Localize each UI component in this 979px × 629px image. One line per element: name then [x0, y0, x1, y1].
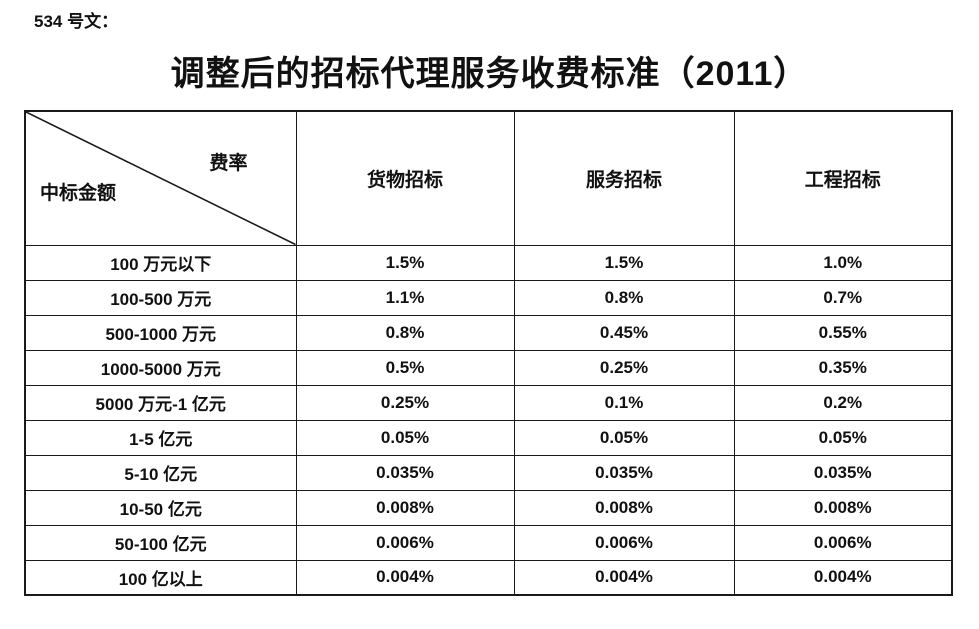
amount-cell: 100-500 万元: [24, 279, 297, 316]
table-row: 500-1000 万元 0.8% 0.45% 0.55%: [24, 314, 953, 351]
rate-cell: 0.2%: [733, 384, 953, 421]
amount-cell: 5-10 亿元: [24, 454, 297, 491]
rate-cell: 0.45%: [513, 314, 735, 351]
rate-cell: 0.35%: [733, 349, 953, 386]
rate-cell: 0.004%: [295, 559, 515, 596]
column-header-services: 服务招标: [513, 110, 735, 246]
rate-cell: 0.004%: [733, 559, 953, 596]
rate-cell: 0.05%: [513, 419, 735, 456]
rate-cell: 0.55%: [733, 314, 953, 351]
table-row: 1000-5000 万元 0.5% 0.25% 0.35%: [24, 349, 953, 386]
amount-cell: 1000-5000 万元: [24, 349, 297, 386]
table-row: 10-50 亿元 0.008% 0.008% 0.008%: [24, 489, 953, 526]
rate-cell: 0.05%: [295, 419, 515, 456]
corner-header-cell: 费率 中标金额: [24, 110, 297, 246]
rate-cell: 0.8%: [513, 279, 735, 316]
corner-label-rate: 费率: [209, 153, 248, 174]
rate-cell: 0.8%: [295, 314, 515, 351]
table-row: 5000 万元-1 亿元 0.25% 0.1% 0.2%: [24, 384, 953, 421]
rate-cell: 0.7%: [733, 279, 953, 316]
table-row: 1-5 亿元 0.05% 0.05% 0.05%: [24, 419, 953, 456]
page-title: 调整后的招标代理服务收费标准（2011）: [170, 55, 809, 93]
column-header-goods: 货物招标: [295, 110, 515, 246]
amount-cell: 500-1000 万元: [24, 314, 297, 351]
rate-cell: 1.5%: [513, 244, 735, 281]
rate-cell: 0.25%: [513, 349, 735, 386]
amount-cell: 5000 万元-1 亿元: [24, 384, 297, 421]
rate-cell: 1.1%: [295, 279, 515, 316]
rate-cell: 0.1%: [513, 384, 735, 421]
table-row: 100-500 万元 1.1% 0.8% 0.7%: [24, 279, 953, 316]
header-row: 费率 中标金额 货物招标 服务招标 工程招标: [24, 110, 953, 246]
rate-cell: 0.008%: [295, 489, 515, 526]
table-row: 100 万元以下 1.5% 1.5% 1.0%: [24, 244, 953, 281]
table-row: 50-100 亿元 0.006% 0.006% 0.006%: [24, 524, 953, 561]
rate-cell: 0.006%: [513, 524, 735, 561]
rate-cell: 0.035%: [295, 454, 515, 491]
rate-cell: 1.0%: [733, 244, 953, 281]
rate-cell: 0.006%: [733, 524, 953, 561]
amount-cell: 1-5 亿元: [24, 419, 297, 456]
rate-cell: 0.008%: [733, 489, 953, 526]
rate-cell: 0.008%: [513, 489, 735, 526]
rate-cell: 0.5%: [295, 349, 515, 386]
rate-cell: 0.035%: [733, 454, 953, 491]
amount-cell: 100 亿以上: [24, 559, 297, 596]
rate-cell: 0.25%: [295, 384, 515, 421]
diagonal-divider-line: [26, 112, 296, 245]
doc-number-label: 534 号文：: [34, 12, 119, 31]
amount-cell: 50-100 亿元: [24, 524, 297, 561]
fee-rate-table: 费率 中标金额 货物招标 服务招标 工程招标 100 万元以下 1.5% 1.5…: [24, 110, 953, 596]
rate-cell: 1.5%: [295, 244, 515, 281]
amount-cell: 10-50 亿元: [24, 489, 297, 526]
corner-label-amount: 中标金额: [40, 182, 117, 204]
rate-cell: 0.05%: [733, 419, 953, 456]
table-row: 100 亿以上 0.004% 0.004% 0.004%: [24, 559, 953, 596]
amount-cell: 100 万元以下: [24, 244, 297, 281]
rate-cell: 0.006%: [295, 524, 515, 561]
table-row: 5-10 亿元 0.035% 0.035% 0.035%: [24, 454, 953, 491]
rate-cell: 0.035%: [513, 454, 735, 491]
column-header-engineering: 工程招标: [733, 110, 953, 246]
rate-cell: 0.004%: [513, 559, 735, 596]
